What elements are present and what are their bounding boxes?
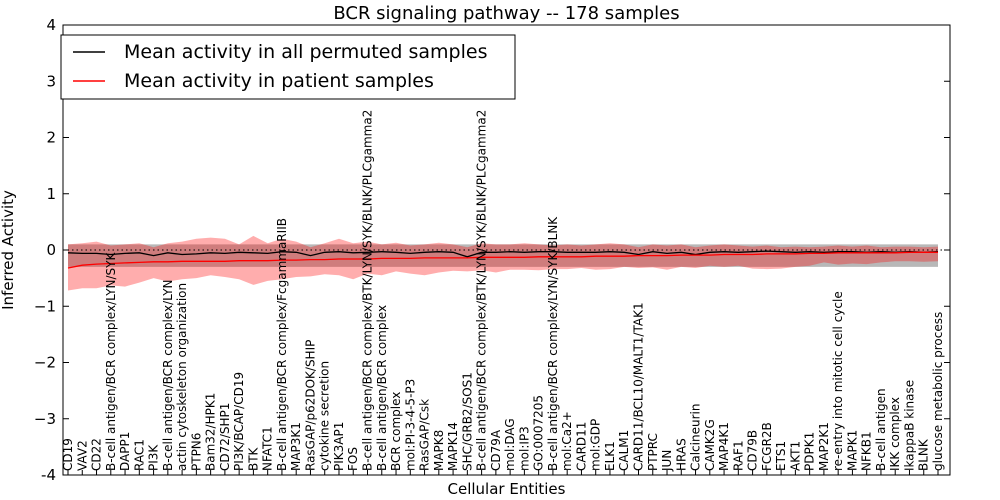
y-tick-label: −3 [34,410,56,428]
y-tick-label: −1 [34,297,56,315]
x-tick-label: FOS [346,447,360,471]
x-tick-label: CARD11 [574,422,588,471]
legend-label-patient: Mean activity in patient samples [124,70,434,92]
chart-title: BCR signaling pathway -- 178 samples [333,3,679,24]
y-tick-label: −2 [34,354,56,372]
x-tick-label: RAF1 [731,440,745,471]
x-tick-label: NFATC1 [261,426,275,471]
x-tick-label: CD79B [746,430,760,471]
x-tick-label: MAP3K1 [289,422,303,471]
legend: Mean activity in all permuted samples Me… [60,34,516,100]
x-tick-label: B-cell antigen/BCR complex/LYN [161,279,175,471]
x-tick-label: BTK [246,446,260,471]
x-tick-label: mol:PI-3-4-5-P3 [403,379,417,471]
legend-label-permuted: Mean activity in all permuted samples [124,41,487,63]
x-tick-label: B-cell antigen/BCR complex/LYN/SYK/BLNK [546,216,560,471]
x-tick-label: AKT1 [788,441,802,471]
x-tick-label: PIK3AP1 [332,422,346,471]
x-tick-label: BCR complex [389,392,403,471]
x-tick-label: RAC1 [132,439,146,471]
x-tick-label: B-cell antigen/BCR complex/FcgammaRIIB [275,218,289,471]
x-tick-label: mol:GDP [589,419,603,471]
x-tick-label: IkappaB kinase [902,380,916,471]
x-tick-label: B-cell antigen [874,388,888,471]
x-tick-label: CAMK2G [703,419,717,471]
x-tick-label: MAP2K1 [817,422,831,471]
x-tick-label: B-cell antigen/BCR complex/BTK/LYN/SYK/B… [475,110,489,471]
x-tick-label: PTPRC [646,433,660,471]
x-tick-label: IKK complex [888,397,902,471]
x-tick-label: CD79A [489,429,503,471]
x-tick-label: PI3K/BCAP/CD19 [232,372,246,471]
x-tick-label: re-entry into mitotic cell cycle [831,291,845,471]
series-lines [67,250,939,269]
y-tick-label: -4 [41,466,56,484]
y-tick-label: 1 [46,185,56,203]
x-tick-label: GO:0007205 [532,395,546,471]
x-tick-label: PI3K [147,444,161,471]
x-tick-label: CD72/SHP1 [218,403,232,471]
x-tick-label: NFKB1 [860,431,874,471]
x-tick-label: ETS1 [774,441,788,471]
x-axis: CD19 VAV2 CD22 B-cell antigen/BCR complex/L… [61,110,945,475]
x-tick-label: PTPN6 [189,433,203,471]
x-tick-label: BLNK [917,438,931,471]
x-tick-label: B-cell antigen/BCR complex [375,305,389,471]
y-axis-label: Inferred Activity [0,190,17,310]
x-tick-label: Calcineurin [689,404,703,471]
x-axis-label: Cellular Entities [448,480,566,498]
x-tick-label: MAPK14 [446,422,460,471]
x-tick-label: MAPK1 [845,430,859,471]
y-tick-label: 2 [46,129,56,147]
legend-box [60,34,516,100]
y-tick-label: 0 [46,241,56,259]
x-tick-label: RasGAP/Csk [418,399,432,471]
x-tick-label: HRAS [674,438,688,471]
x-tick-label: PDPK1 [803,432,817,471]
x-tick-label: MAPK8 [432,430,446,471]
confidence-bands [68,235,938,291]
x-tick-label: B-cell antigen/BCR complex/BTK/LYN/SYK/B… [361,110,375,471]
x-tick-label: MAP4K1 [717,422,731,471]
x-tick-label: CALM1 [617,430,631,471]
x-tick-label: mol:DAG [503,418,517,471]
x-tick-label: mol:IP3 [517,426,531,471]
x-tick-label: actin cytoskeleton organization [175,283,189,471]
band-patient [68,235,938,291]
x-tick-label: FCGR2B [760,422,774,471]
x-tick-label: ELK1 [603,441,617,471]
x-tick-label: B-cell antigen/BCR complex/LYN/SYK [104,251,118,471]
series-line-permuted [67,250,939,258]
y-tick-label: 3 [46,72,56,90]
x-tick-label: mol:Ca2+ [560,411,574,471]
x-tick-label: DAPP1 [118,432,132,471]
x-tick-label: CARD11/BCL10/MALT1/TAK1 [631,302,645,471]
x-tick-label: cytokine secretion [318,361,332,471]
y-axis: -4 −3 −2 −1 0 1 2 3 4 [34,16,950,484]
x-tick-label: VAV2 [75,440,89,471]
x-tick-label: CD19 [61,438,75,471]
x-tick-label: glucose metabolic process [931,312,945,471]
x-tick-label: JUN [660,450,674,472]
y-tick-label: 4 [46,16,56,34]
x-tick-label: RasGAP/p62DOK/SHIP [303,340,317,471]
x-tick-label: CD22 [90,438,104,471]
x-tick-label: Bam32/HPK1 [204,393,218,471]
x-tick-label: SHC/GRB2/SOS1 [460,372,474,471]
series-line-patient [67,251,938,269]
